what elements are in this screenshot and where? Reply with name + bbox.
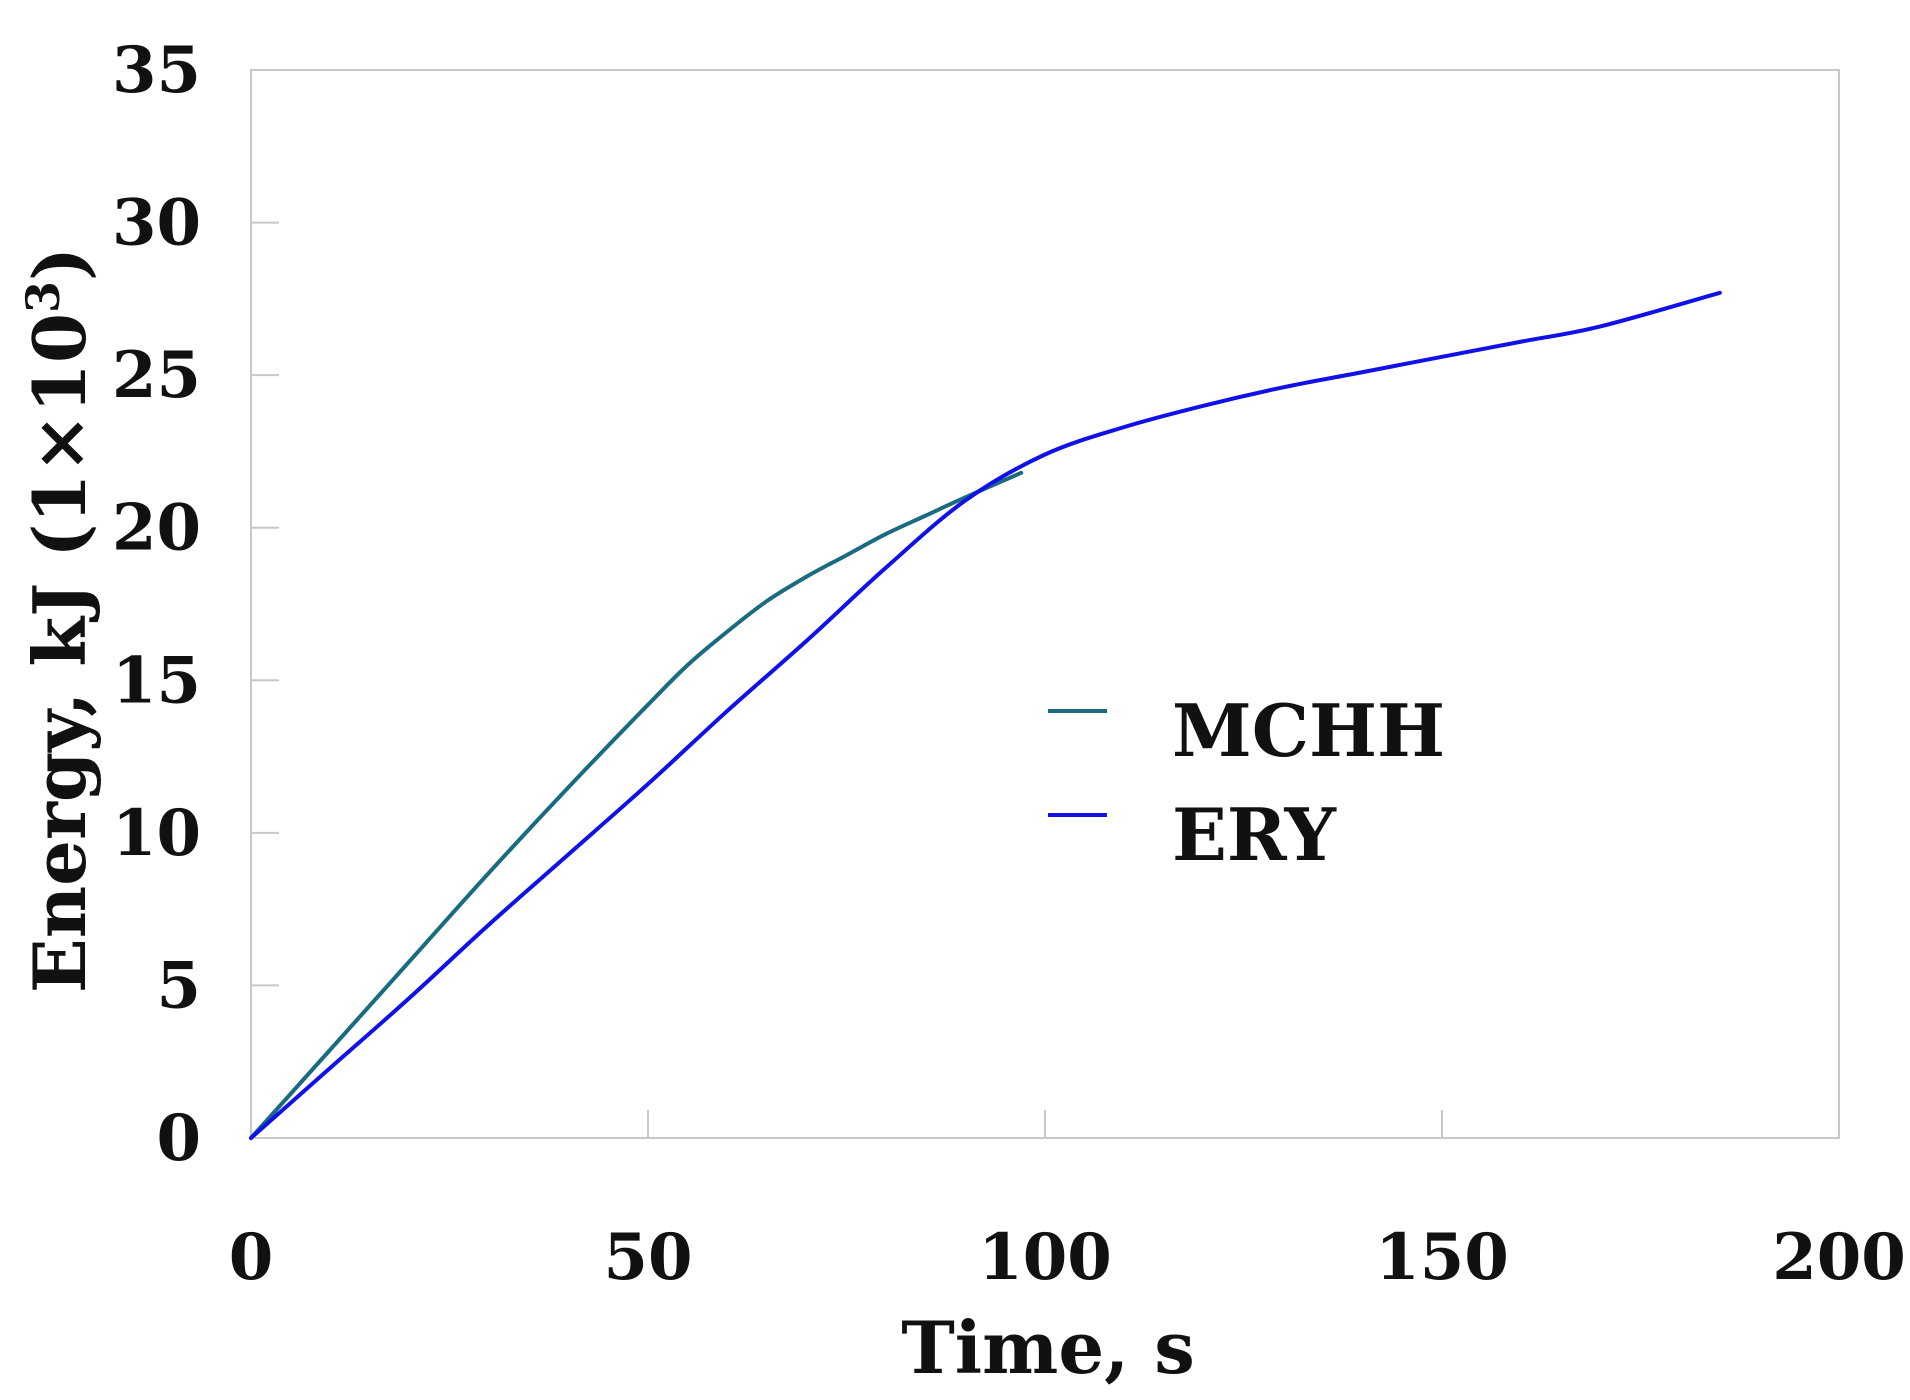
y-axis-title-superscript: 3 (16, 281, 70, 313)
series-line-mchh (249, 470, 1024, 1140)
y-tick-label: 35 (112, 33, 201, 108)
x-tick-label: 200 (1772, 1220, 1906, 1295)
y-tick-label: 25 (112, 338, 201, 413)
legend: MCHH ERY (1048, 688, 1445, 877)
y-tick-label: 30 (112, 186, 201, 261)
axis-ticks: 0 50 100 150 200 0 5 10 15 20 25 30 35 (112, 33, 1906, 1295)
series-lines (249, 290, 1722, 1140)
y-axis-title-main: Energy, kJ (1×10 (17, 313, 102, 993)
plot-area (250, 69, 1840, 1139)
y-tick-label: 5 (156, 948, 201, 1023)
legend-label-ery: ERY (1172, 792, 1338, 877)
y-tick-label: 0 (156, 1101, 201, 1176)
series-line-ery (249, 290, 1722, 1140)
x-tick-label: 0 (229, 1220, 274, 1295)
x-axis-title: Time, s (901, 1305, 1195, 1390)
x-tick-label: 100 (978, 1220, 1112, 1295)
y-axis-title: Energy, kJ (1×103) (16, 247, 102, 993)
y-axis-title-end: ) (17, 247, 102, 281)
legend-label-mchh: MCHH (1172, 688, 1445, 773)
x-tick-label: 50 (603, 1220, 692, 1295)
plot-border (250, 69, 1840, 1139)
y-tick-label: 20 (112, 491, 201, 566)
x-tick-label: 150 (1375, 1220, 1509, 1295)
y-tick-label: 10 (112, 796, 201, 871)
y-tick-label: 15 (112, 643, 201, 718)
